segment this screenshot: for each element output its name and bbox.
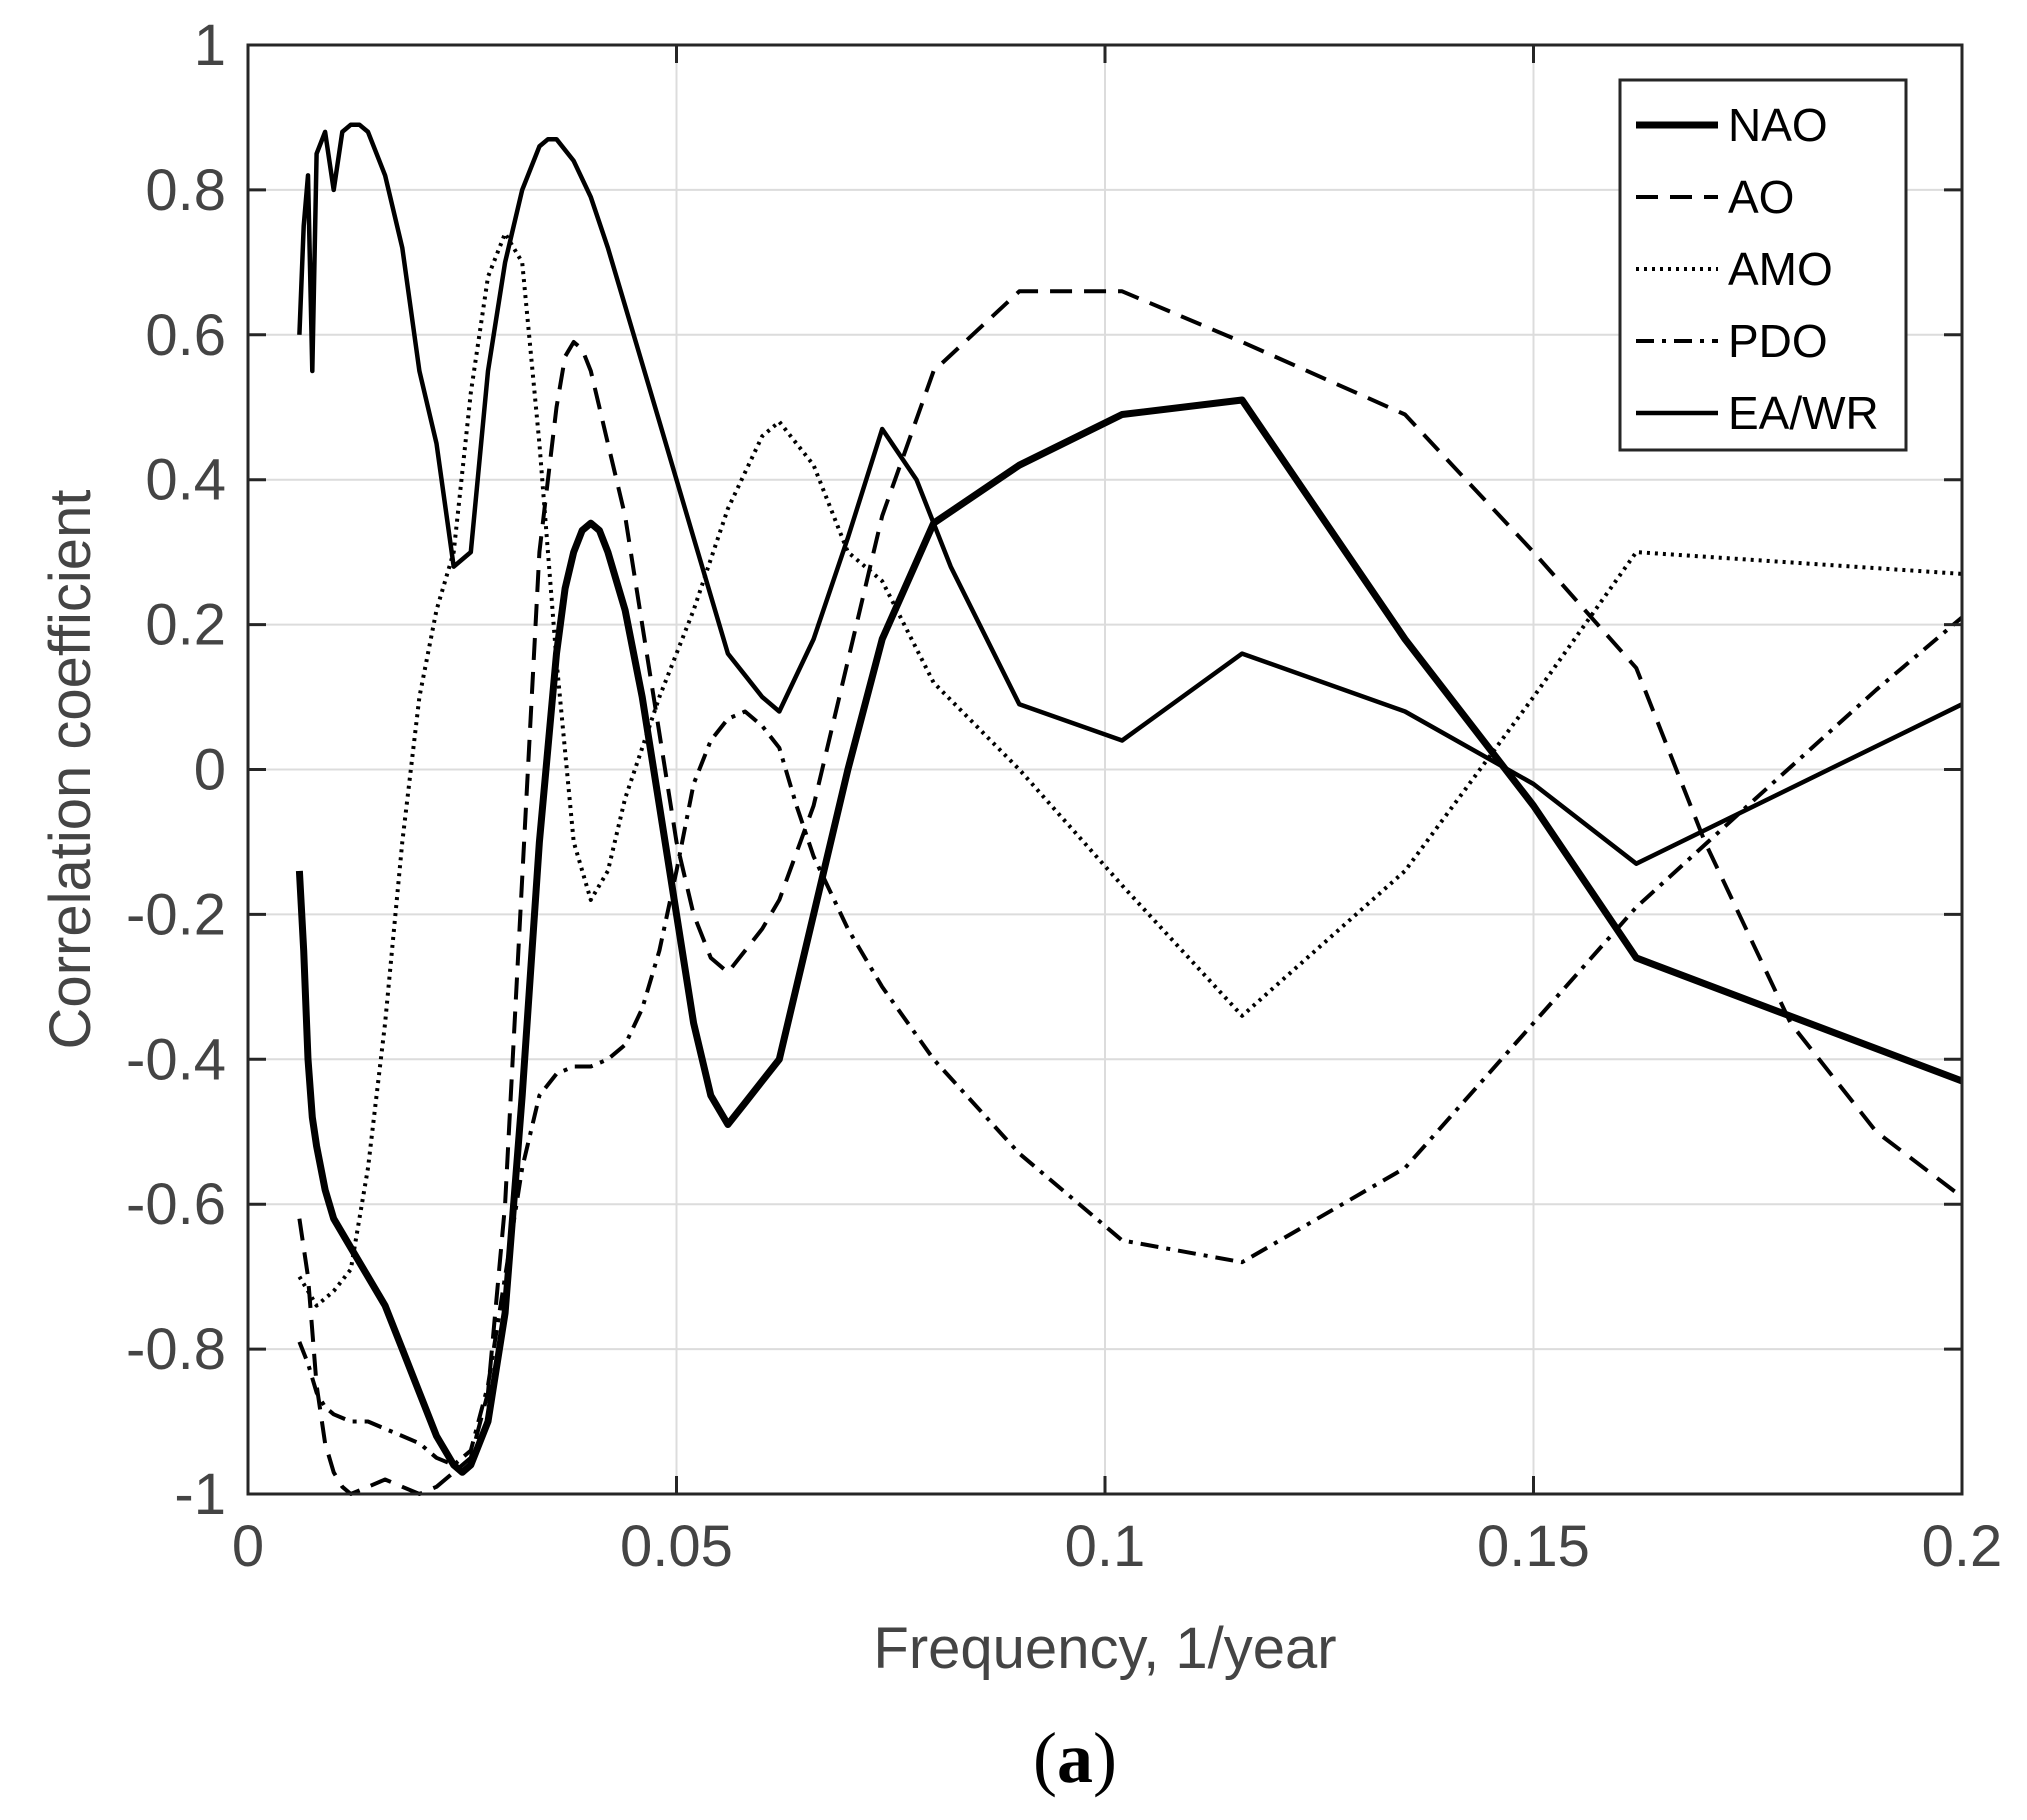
x-tick-label: 0.15: [1477, 1514, 1590, 1579]
legend-label: EA/WR: [1728, 387, 1879, 439]
panel-label: (a): [1033, 1718, 1117, 1798]
x-tick-label: 0.1: [1065, 1514, 1146, 1579]
y-tick-label: 0: [194, 738, 226, 803]
series-line-ea-wr: [297, 122, 1963, 866]
x-axis-label: Frequency, 1/year: [873, 1616, 1336, 1681]
y-tick-label: 0.6: [145, 303, 226, 368]
legend-box: [1618, 78, 1908, 452]
legend: NAO AO AMO PDO EA/WR: [1618, 78, 1908, 452]
x-tick-label: 0.05: [620, 1514, 733, 1579]
legend-label: AMO: [1728, 243, 1833, 295]
series-line-pdo: [297, 615, 1964, 1467]
y-tick-label: -0.2: [126, 882, 226, 947]
panel-label-open: (: [1033, 1718, 1057, 1798]
x-tick-label: 0: [232, 1514, 264, 1579]
y-tick-label: 0.2: [145, 593, 226, 658]
x-tick-label: 0.2: [1922, 1514, 2003, 1579]
series-lines: [295, 122, 1964, 1496]
y-tick-label: -0.4: [126, 1027, 226, 1092]
legend-label: PDO: [1728, 315, 1828, 367]
y-tick-label: -0.6: [126, 1172, 226, 1237]
panel-label-close: ): [1093, 1718, 1117, 1798]
panel-label-letter: a: [1057, 1718, 1093, 1798]
y-axis-label: Correlation coefficient: [38, 490, 103, 1050]
y-tick-label: 0.4: [145, 448, 226, 513]
y-tick-label: -1: [174, 1462, 226, 1527]
series-line-amo: [297, 231, 1963, 1308]
y-tick-label: 1: [194, 13, 226, 78]
tick-labels: 0 0.05 0.1 0.15 0.2 -1 -0.8 -0.6 -0.4 -0.2 0 0.2 0.4…: [126, 13, 2002, 1579]
legend-label: AO: [1728, 171, 1794, 223]
series-line-ao: [297, 289, 1964, 1496]
y-tick-label: 0.8: [145, 158, 226, 223]
y-tick-label: -0.8: [126, 1317, 226, 1382]
legend-label: NAO: [1728, 99, 1828, 151]
series-line-nao: [295, 396, 1964, 1476]
